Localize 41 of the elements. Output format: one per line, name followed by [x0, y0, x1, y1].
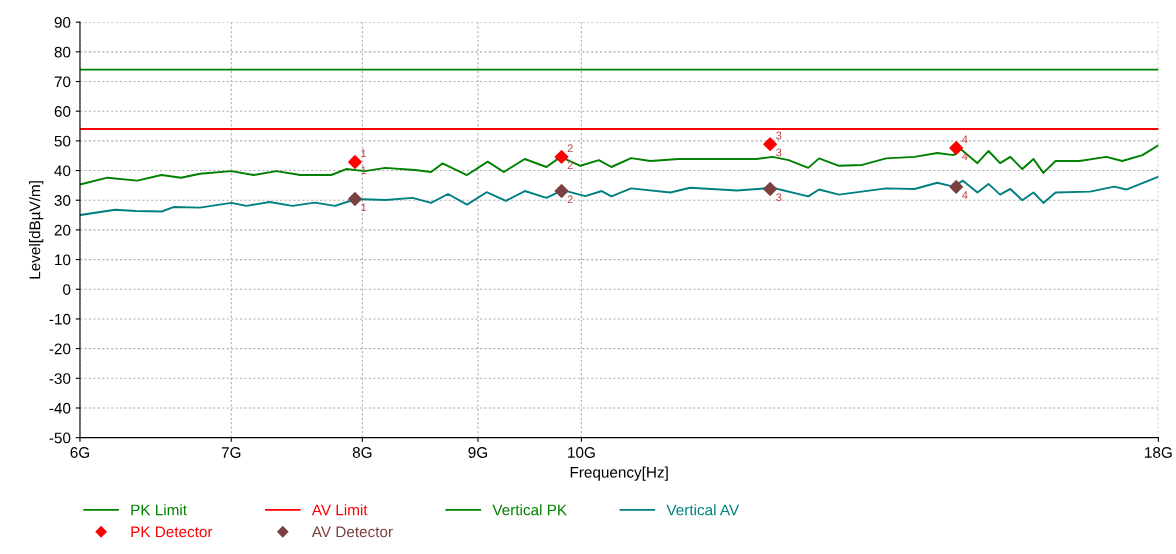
- x-axis-title: Frequency[Hz]: [570, 466, 668, 481]
- y-tick-label: 10: [55, 254, 71, 266]
- annotation: 3: [776, 131, 782, 140]
- y-tick-label: -10: [49, 313, 71, 325]
- legend-label: AV Limit: [311, 504, 368, 516]
- y-tick-label: -50: [49, 432, 71, 444]
- y-tick-label: 90: [54, 17, 71, 28]
- annotation: 2: [567, 161, 573, 169]
- annotation: 4: [962, 152, 968, 161]
- y-axis-title: Level[dBµV/m]: [29, 181, 44, 279]
- annotation: 2: [567, 195, 573, 204]
- y-tick-label: 70: [54, 76, 71, 88]
- y-tick-label: -40: [49, 402, 71, 414]
- y-tick-label: 0: [63, 284, 71, 295]
- legend-label: PK Limit: [131, 504, 187, 516]
- y-tick-label: 40: [54, 165, 71, 177]
- legend-label: Vertical AV: [666, 504, 740, 516]
- y-tick-label: 30: [54, 195, 71, 206]
- x-tick-label: 10G: [568, 447, 595, 458]
- annotation: 1: [361, 166, 367, 175]
- annotation: 1: [361, 203, 367, 212]
- y-tick-label: 60: [54, 106, 71, 117]
- legend-label: AV Detector: [311, 526, 393, 538]
- legend-label: Vertical PK: [492, 504, 567, 516]
- y-tick-label: 50: [54, 135, 71, 147]
- x-tick-label: 18G: [1145, 447, 1172, 458]
- x-tick-label: 8G: [352, 447, 372, 458]
- y-tick-label: -30: [49, 373, 71, 384]
- y-tick-label: -20: [49, 343, 71, 355]
- x-tick-label: 9G: [468, 447, 488, 458]
- y-tick-label: 80: [54, 46, 71, 58]
- legend-label: PK Detector: [131, 526, 213, 538]
- x-tick-label: 7G: [221, 447, 241, 458]
- annotation: 2: [567, 144, 573, 153]
- y-tick-label: 20: [54, 224, 71, 236]
- annotation: 4: [962, 191, 968, 199]
- x-tick-label: 6G: [70, 447, 90, 458]
- annotation: 3: [776, 193, 782, 202]
- annotation: 3: [776, 148, 782, 157]
- annotation: 1: [361, 149, 367, 158]
- annotation: 4: [962, 135, 968, 144]
